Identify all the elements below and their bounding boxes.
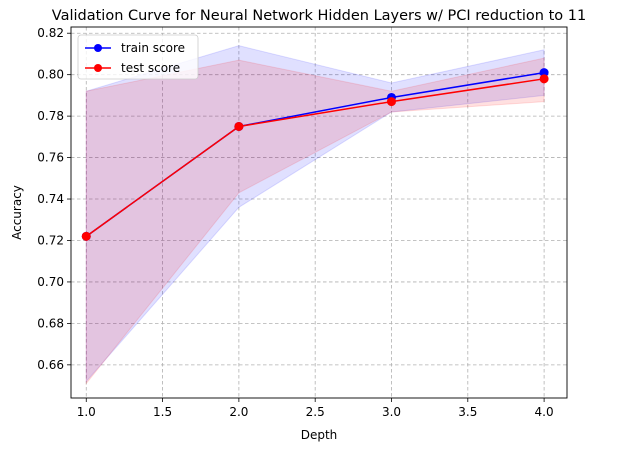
series-band-0 [85, 45, 545, 383]
grid-lines [71, 27, 567, 398]
x-tick-label: 1.0 [77, 405, 96, 419]
series-point-1 [234, 121, 244, 131]
legend-label-0: train score [121, 41, 185, 55]
series-line-1 [85, 78, 545, 237]
y-tick-label: 0.82 [37, 26, 64, 40]
x-axis-label: Depth [301, 428, 338, 442]
series-point-1 [539, 74, 549, 84]
legend-marker-0 [94, 44, 102, 52]
y-tick-label: 0.70 [37, 275, 64, 289]
x-tick-label: 3.0 [382, 405, 401, 419]
y-tick-label: 0.76 [37, 151, 64, 165]
legend: train score test score [77, 34, 199, 80]
y-tick-label: 0.74 [37, 192, 64, 206]
x-tick-label: 3.5 [458, 405, 477, 419]
axis-ticks: 1.0 1.5 2.0 2.5 3.0 3.5 4.0 0.66 0.68 0.70 0.72 0.7… [37, 26, 553, 419]
y-tick-label: 0.66 [37, 358, 64, 372]
legend-marker-1 [94, 64, 102, 72]
x-tick-label: 2.5 [306, 405, 325, 419]
x-tick-label: 2.0 [229, 405, 248, 419]
chart-title: Validation Curve for Neural Network Hidd… [52, 8, 586, 24]
series-lines [85, 71, 545, 237]
legend-label-1: test score [121, 61, 180, 75]
plot-frame [70, 26, 568, 399]
series-point-1 [386, 97, 396, 107]
y-tick-label: 0.68 [37, 316, 64, 330]
y-tick-label: 0.80 [37, 68, 64, 82]
series-point-1 [81, 231, 91, 241]
x-tick-label: 1.5 [153, 405, 172, 419]
y-tick-label: 0.72 [37, 233, 64, 247]
series-band-1 [85, 57, 545, 385]
x-tick-label: 4.0 [535, 405, 554, 419]
y-tick-label: 0.78 [37, 109, 64, 123]
confidence-bands [85, 45, 545, 385]
series-points [81, 68, 549, 241]
y-axis-label: Accuracy [10, 185, 24, 240]
